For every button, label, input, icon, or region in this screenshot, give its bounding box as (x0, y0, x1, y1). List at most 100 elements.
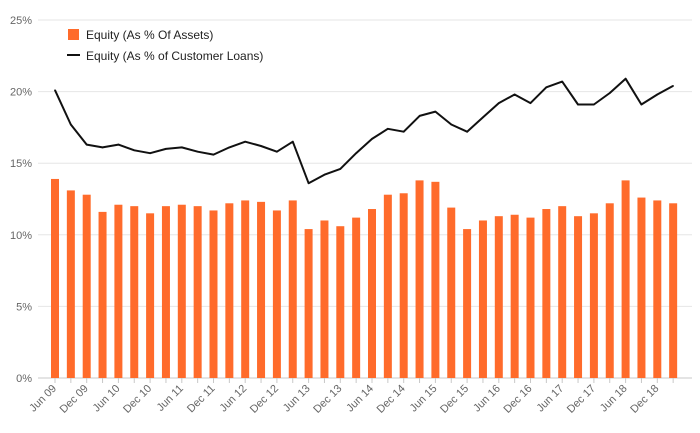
line-point (656, 93, 659, 96)
bar (589, 213, 598, 378)
y-tick-label: 25% (10, 15, 32, 27)
line-point (387, 128, 389, 130)
bar (621, 180, 630, 378)
line-point (450, 123, 453, 126)
bar (146, 213, 155, 378)
bar (415, 180, 424, 378)
line-point (196, 150, 199, 153)
bar (478, 220, 487, 378)
bar (447, 207, 456, 378)
x-tick-label: Jun 16 (471, 383, 503, 415)
line-point (624, 77, 627, 80)
bar (574, 216, 583, 378)
line-point (561, 80, 563, 83)
line-series (54, 77, 674, 185)
bar (241, 200, 250, 378)
bar (352, 217, 361, 378)
legend: Equity (As % Of Assets) Equity (As % of … (67, 28, 263, 63)
bar (257, 201, 266, 378)
x-tick-label: Dec 16 (501, 383, 534, 416)
bar (431, 181, 440, 378)
line-point (244, 140, 246, 143)
line-point (323, 173, 326, 176)
legend-label-bars: Equity (As % Of Assets) (86, 28, 213, 42)
bar (669, 203, 678, 378)
line-point (482, 116, 484, 119)
x-tick-label: Jun 17 (534, 383, 566, 415)
x-tick-label: Jun 15 (408, 383, 440, 415)
line-point (545, 86, 548, 89)
bar (193, 206, 202, 378)
line-point (672, 85, 674, 87)
line-point (54, 89, 56, 91)
x-tick-label: Dec 15 (438, 383, 471, 416)
line-point (640, 103, 643, 106)
bar (51, 178, 59, 378)
line-point (276, 150, 278, 153)
y-tick-label: 20% (10, 87, 32, 99)
bar (368, 209, 376, 378)
line-point (355, 152, 357, 154)
line-point (513, 93, 516, 96)
line-point (260, 145, 262, 147)
legend-swatch-bars (68, 29, 79, 40)
x-tick-label: Jun 10 (91, 383, 123, 415)
line-point (117, 143, 120, 146)
x-tick-label: Dec 09 (58, 383, 91, 416)
bar-series (51, 178, 678, 378)
bar (605, 203, 614, 378)
line-point (498, 102, 500, 104)
x-tick-label: Dec 13 (311, 383, 344, 416)
bar (383, 194, 392, 378)
bar (288, 200, 297, 378)
x-tick-label: Jun 13 (281, 383, 313, 415)
line-point (418, 115, 421, 117)
bar (272, 210, 281, 378)
x-tick-label: Jun 14 (344, 383, 376, 415)
x-tick-label: Dec 11 (185, 383, 218, 416)
bar (320, 220, 329, 378)
bar (336, 226, 345, 378)
x-tick-label: Dec 14 (375, 383, 408, 416)
bar (225, 203, 234, 378)
x-tick-label: Jun 18 (598, 383, 630, 415)
y-axis: 0% 5% 10% 15% 20% 25% (10, 15, 32, 385)
line-point (291, 140, 294, 143)
bar (637, 197, 646, 378)
bar (463, 229, 472, 378)
line-point (212, 153, 215, 156)
line-point (339, 168, 342, 170)
bar (526, 217, 535, 378)
y-tick-label: 0% (16, 373, 32, 385)
bar (542, 209, 551, 378)
x-tick-label: Dec 10 (121, 383, 154, 416)
bar (558, 206, 567, 378)
line-point (466, 130, 468, 133)
legend-label-line: Equity (As % of Customer Loans) (86, 49, 263, 63)
line-point (165, 148, 167, 150)
bar (130, 206, 139, 378)
line-point (593, 103, 595, 106)
bar (66, 190, 75, 378)
bar (304, 229, 313, 378)
line-point (181, 146, 183, 149)
line-point (577, 103, 579, 106)
line-point (434, 110, 437, 113)
line-point (402, 130, 405, 133)
x-tick-label: Jun 11 (155, 383, 186, 414)
line-point (149, 152, 151, 154)
line-point (529, 102, 532, 104)
bar (82, 194, 91, 378)
y-tick-label: 15% (10, 158, 32, 170)
x-tick-label: Dec 17 (565, 383, 598, 416)
bar (161, 206, 170, 378)
line-path (54, 77, 674, 185)
line-point (307, 182, 310, 185)
bar (114, 204, 123, 378)
line-point (228, 146, 231, 149)
line-point (101, 146, 104, 149)
y-tick-label: 10% (10, 230, 32, 242)
bar (494, 216, 503, 378)
